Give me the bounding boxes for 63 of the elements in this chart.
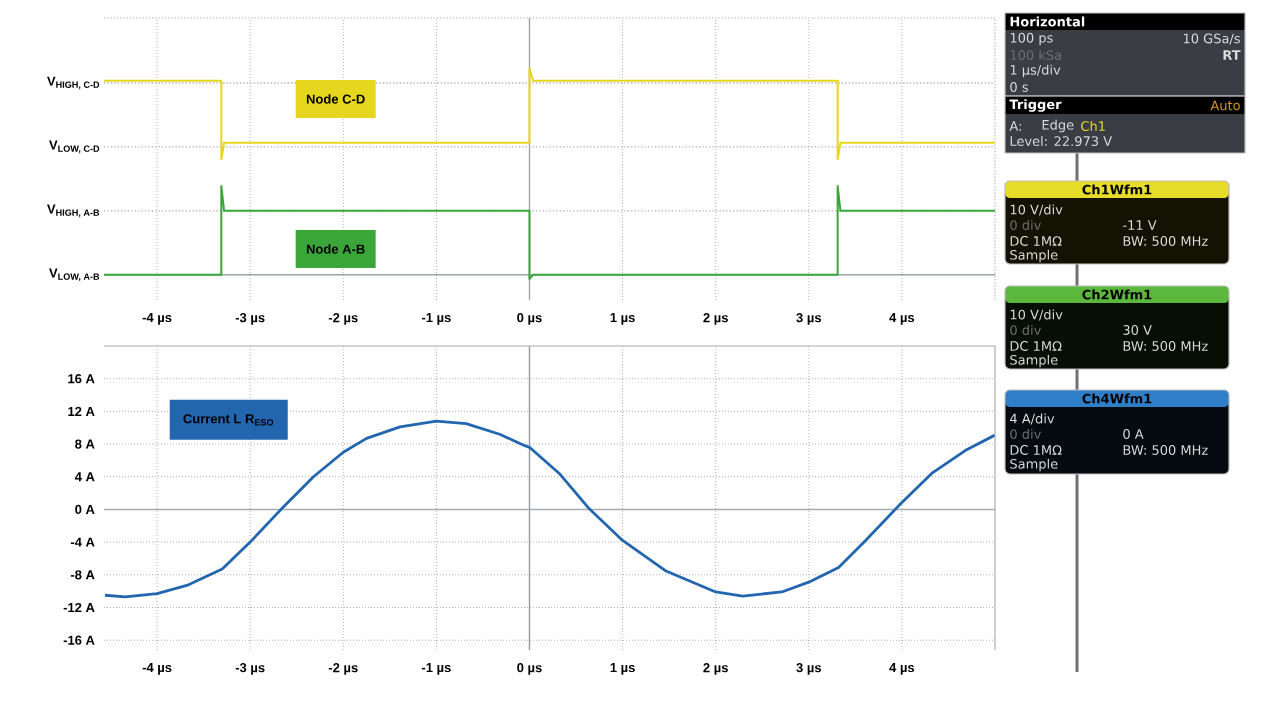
x-tick-label: 4 µs xyxy=(889,313,915,325)
x-tick-label: 1 µs xyxy=(610,313,635,325)
y-tick-label: 12 A xyxy=(68,406,95,416)
text: 10 V/div xyxy=(1010,309,1063,321)
x-tick-label: 2 µs xyxy=(703,313,728,325)
text: DC 1MΩ xyxy=(1010,236,1062,246)
text: BW: 500 MHz xyxy=(1123,236,1208,246)
x-tick-label: -3 µs xyxy=(235,313,265,325)
text: Current L R$_{ESO}$ xyxy=(183,414,274,426)
text: BW: 500 MHz xyxy=(1123,341,1208,351)
y-tick-label: -12 A xyxy=(63,602,95,613)
x-tick-label: -2 µs xyxy=(328,313,358,325)
x-tick-label: -4 µs xyxy=(142,663,172,675)
x-tick-label: 3 µs xyxy=(796,663,822,675)
text: -11 V xyxy=(1123,220,1157,230)
x-tick-label: -4 µs xyxy=(142,313,172,325)
text: Sample xyxy=(1010,354,1058,368)
text: RT xyxy=(1223,50,1241,60)
text: Node C-D xyxy=(306,94,365,104)
x-tick-label: -2 µs xyxy=(328,663,358,675)
x-tick-label: 2 µs xyxy=(703,663,728,675)
x-tick-label: -3 µs xyxy=(235,663,265,675)
y-tick-label: -8 A xyxy=(70,570,95,580)
text: 0 s xyxy=(1010,82,1028,92)
text: Ch4Wfm1 xyxy=(1082,393,1152,404)
x-tick-label: 0 µs xyxy=(517,313,542,325)
text: A: xyxy=(1009,121,1021,131)
y-tick-label: -4 A xyxy=(70,537,95,547)
text: 10 V/div xyxy=(1010,204,1063,216)
text: 0 div xyxy=(1010,324,1041,336)
x-tick-label: -1 µs xyxy=(421,313,451,325)
text: 0 div xyxy=(1010,219,1041,231)
x-tick-label: 4 µs xyxy=(889,663,915,675)
text: DC 1MΩ xyxy=(1010,445,1062,455)
x-tick-label: 1 µs xyxy=(610,663,635,675)
x-tick-label: 0 µs xyxy=(517,663,542,675)
text: Ch1 xyxy=(1081,120,1105,132)
text: Ch2Wfm1 xyxy=(1082,289,1152,300)
text: DC 1MΩ xyxy=(1010,341,1062,351)
text: 100 ps xyxy=(1010,32,1053,46)
text: 4 A/div xyxy=(1010,413,1055,425)
x-tick-label: -1 µs xyxy=(421,663,451,675)
x-tick-label: 3 µs xyxy=(796,313,822,325)
text: Edge xyxy=(1042,119,1074,133)
text: Auto xyxy=(1210,100,1240,111)
text: Horizontal xyxy=(1010,16,1085,27)
text: 0 A xyxy=(1123,429,1144,439)
text: Node A-B xyxy=(306,244,365,254)
text: 30 V xyxy=(1123,325,1152,335)
text: Ch1Wfm1 xyxy=(1082,184,1152,195)
y-tick-label: 16 A xyxy=(68,374,95,384)
text: Sample xyxy=(1010,249,1058,263)
text: Sample xyxy=(1010,458,1058,472)
y-tick-label: -16 A xyxy=(63,635,95,645)
y-tick-label: 0 A xyxy=(75,504,95,515)
y-tick-label: 4 A xyxy=(74,472,95,482)
text: 10 GSa/s xyxy=(1183,33,1240,45)
text: Trigger xyxy=(1009,99,1062,112)
y-tick-label: 8 A xyxy=(75,439,95,449)
text: Level: 22.973 V xyxy=(1010,135,1112,147)
text: 1 µs/div xyxy=(1010,64,1061,78)
text: BW: 500 MHz xyxy=(1123,445,1208,455)
text: 0 div xyxy=(1010,428,1041,440)
